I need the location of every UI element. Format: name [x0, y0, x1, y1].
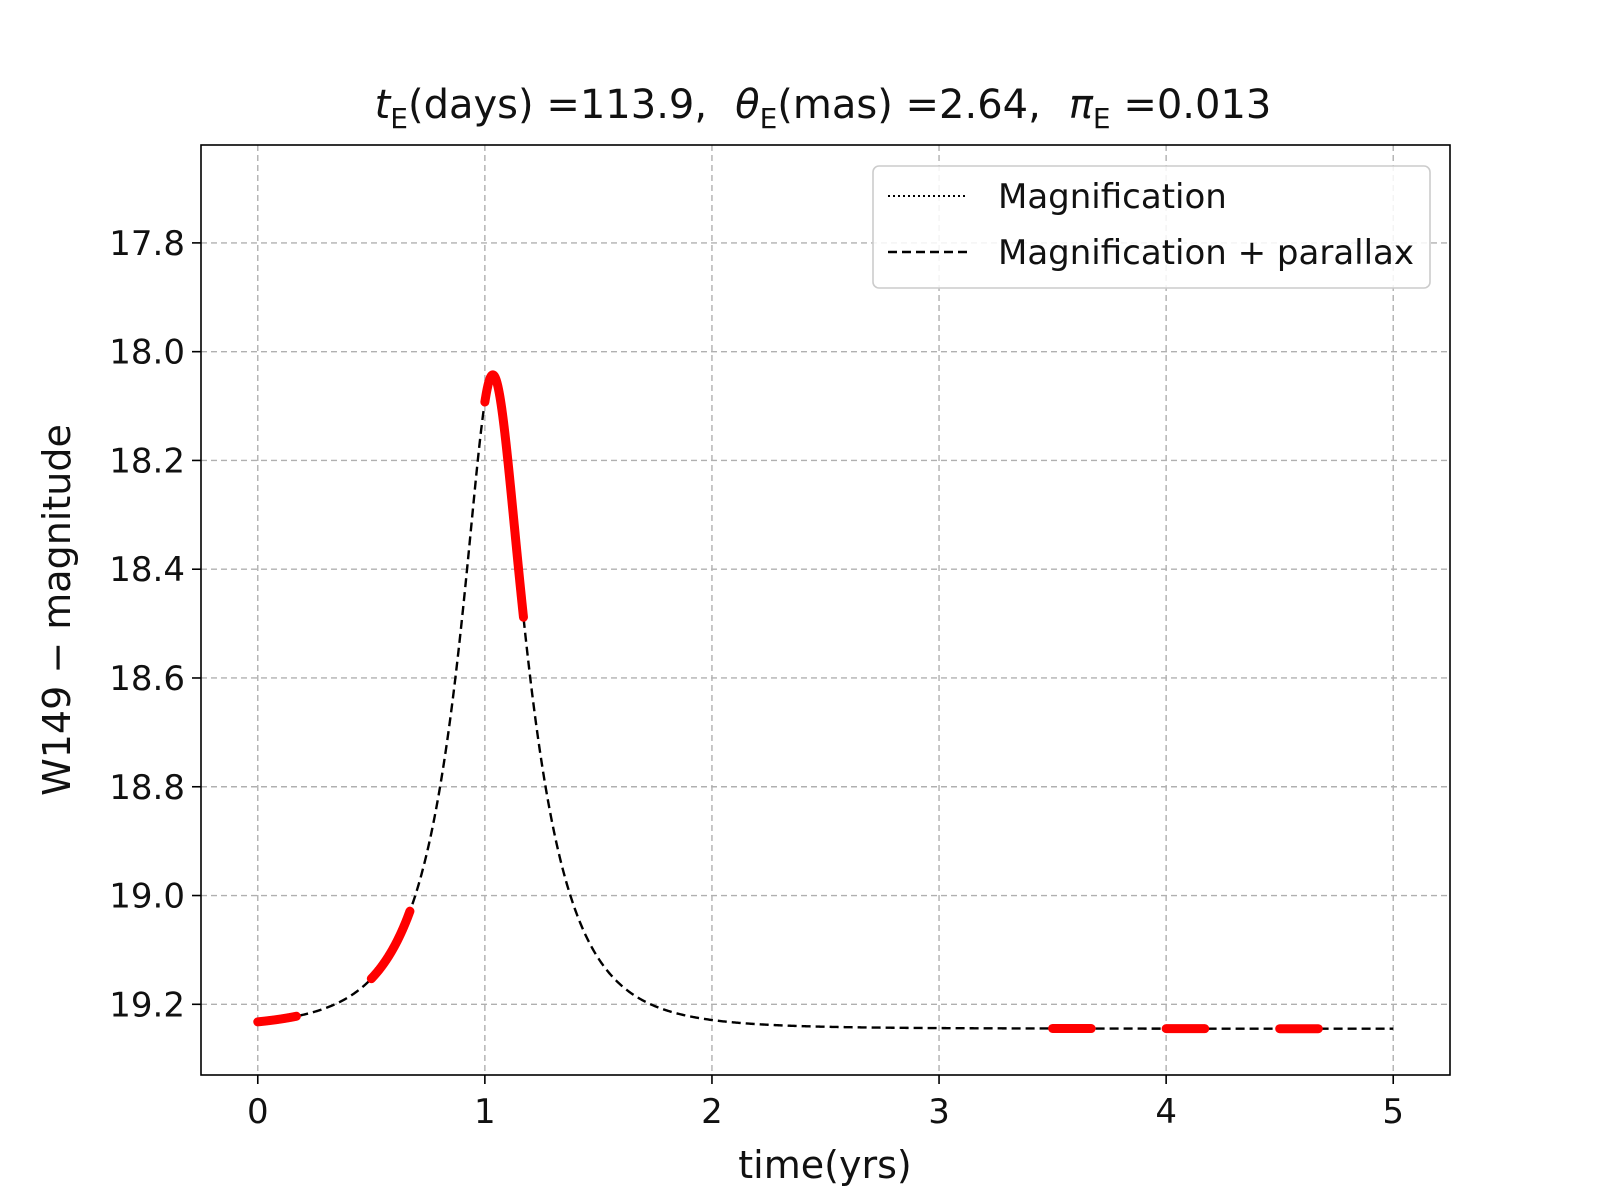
y-tick-label: 19.0	[109, 877, 185, 917]
y-tick-label: 18.0	[109, 333, 185, 373]
observation-segment	[253, 1011, 301, 1027]
legend-box	[872, 165, 1431, 289]
title-t-sub: E	[390, 102, 408, 135]
title-t-value: (days) =113.9,	[408, 82, 707, 128]
plot-frame	[200, 144, 1451, 1076]
observation-segment	[480, 370, 528, 622]
y-axis-label: W149 − magnitude	[35, 424, 79, 796]
legend-entry-magnification-parallax: Magnification + parallax	[998, 233, 1414, 273]
x-tick-label: 5	[1382, 1092, 1404, 1132]
y-tick-label: 18.6	[109, 659, 185, 699]
legend-entry-magnification: Magnification	[998, 177, 1227, 217]
title-pi-symbol: π	[1069, 82, 1094, 128]
title-pi-sub: E	[1093, 102, 1111, 135]
x-tick-label: 2	[701, 1092, 723, 1132]
model-curve-magnification	[258, 375, 1393, 1029]
y-axis-ticks: 17.8 18.0 18.2 18.4 18.6 18.8 19.0 19.2	[109, 224, 201, 1025]
grid-lines	[201, 145, 1450, 1075]
x-tick-label: 0	[247, 1092, 269, 1132]
title-theta-value: (mas) =2.64,	[777, 82, 1041, 128]
x-axis-label: time(yrs)	[738, 1143, 911, 1187]
x-tick-label: 4	[1155, 1092, 1177, 1132]
title-pi-value: =0.013	[1111, 82, 1272, 128]
x-tick-label: 1	[474, 1092, 496, 1132]
y-tick-label: 17.8	[109, 224, 185, 264]
observation-layer	[253, 370, 1323, 1034]
y-tick-label: 18.4	[109, 550, 185, 590]
model-curve-layer	[257, 373, 1394, 1030]
title-theta-symbol: θ	[735, 82, 759, 128]
observation-segment	[366, 906, 415, 984]
chart-title: tE(days) =113.9, θE(mas) =2.64, πE =0.013	[375, 82, 1272, 135]
title-t-symbol: t	[375, 82, 392, 128]
y-tick-label: 19.2	[109, 985, 185, 1025]
x-axis-ticks: 0 1 2 3 4 5	[247, 1075, 1404, 1132]
legend: Magnification Magnification + parallax	[872, 165, 1431, 289]
y-tick-label: 18.8	[109, 768, 185, 808]
y-tick-label: 18.2	[109, 441, 185, 481]
model-curve-magnification-parallax	[257, 373, 1394, 1030]
x-tick-label: 3	[928, 1092, 950, 1132]
title-theta-sub: E	[760, 102, 778, 135]
